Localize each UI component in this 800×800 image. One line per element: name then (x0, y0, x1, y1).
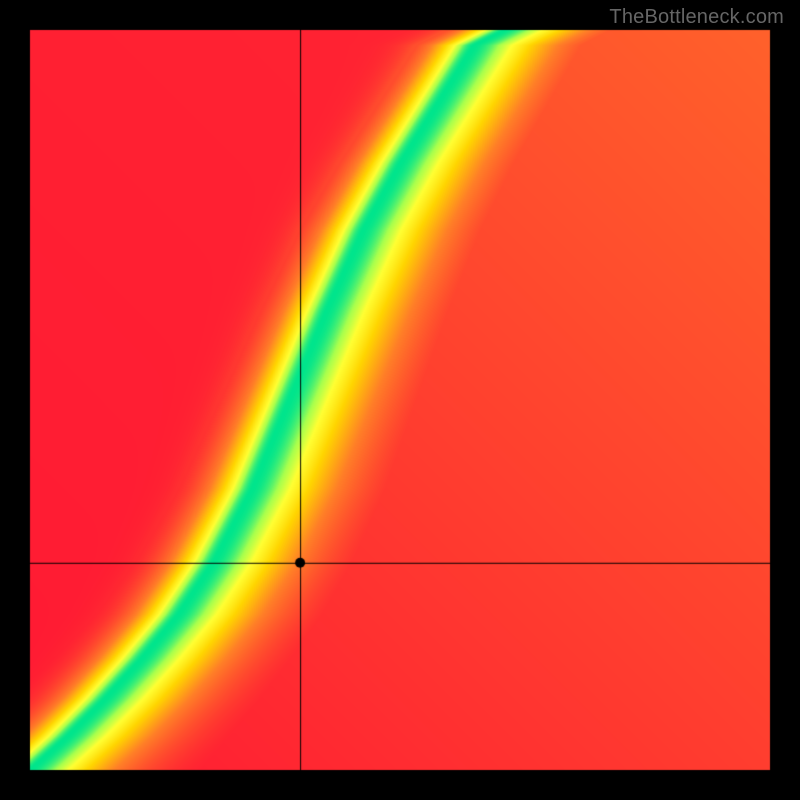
bottleneck-heatmap (0, 0, 800, 800)
chart-container: TheBottleneck.com (0, 0, 800, 800)
watermark-label: TheBottleneck.com (609, 6, 784, 29)
